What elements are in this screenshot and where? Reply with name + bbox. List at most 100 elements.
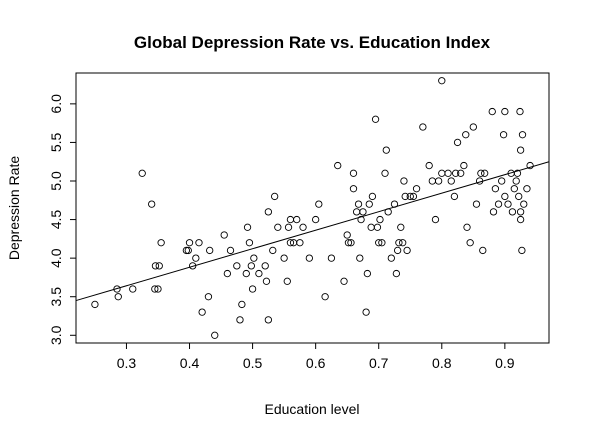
data-point <box>283 277 291 285</box>
data-point <box>460 161 468 170</box>
data-point <box>157 239 165 247</box>
data-point <box>129 285 137 293</box>
data-point <box>499 131 508 139</box>
data-point <box>387 254 395 262</box>
data-point <box>293 215 301 224</box>
data-point <box>155 262 163 270</box>
data-point <box>375 239 383 247</box>
data-point <box>401 192 409 201</box>
data-point <box>255 269 263 278</box>
data-point <box>516 107 524 116</box>
data-point <box>381 169 389 177</box>
data-point <box>488 107 496 116</box>
data-point <box>250 254 258 262</box>
data-point <box>453 138 462 147</box>
data-point <box>247 262 255 270</box>
data-point <box>349 185 358 193</box>
data-point <box>431 215 440 224</box>
data-point <box>327 254 336 262</box>
data-point <box>274 223 282 231</box>
data-point <box>516 146 525 154</box>
data-point <box>195 239 203 247</box>
data-point <box>114 293 122 301</box>
data-point <box>206 246 214 255</box>
data-point <box>299 223 307 231</box>
data-point <box>242 269 250 278</box>
data-point <box>428 177 436 185</box>
data-point <box>392 269 401 278</box>
y-tick-label: 5.5 <box>48 132 64 152</box>
data-point <box>305 254 313 262</box>
data-point <box>154 285 162 293</box>
data-point <box>438 77 446 85</box>
data-point <box>347 239 355 247</box>
y-tick-label: 3.5 <box>48 287 64 307</box>
data-point <box>340 277 348 285</box>
data-point <box>463 223 471 231</box>
data-point <box>280 254 288 262</box>
data-point <box>296 239 304 247</box>
data-point <box>447 177 455 185</box>
data-point <box>382 146 390 154</box>
data-point <box>261 262 269 270</box>
data-point <box>334 161 342 170</box>
data-point <box>520 200 528 208</box>
regression-line <box>75 161 550 302</box>
data-point <box>356 254 364 262</box>
data-point <box>236 316 244 324</box>
data-point <box>151 262 160 270</box>
data-point <box>226 246 235 255</box>
data-point <box>510 185 518 193</box>
data-point <box>264 316 273 324</box>
data-point <box>220 231 228 239</box>
data-point <box>182 246 191 255</box>
y-tick-label: 4.5 <box>48 210 64 230</box>
data-point <box>198 308 206 316</box>
data-point <box>504 200 512 208</box>
data-point <box>403 246 411 255</box>
data-point <box>365 200 373 208</box>
x-tick-label: 0.5 <box>243 355 263 371</box>
x-tick-label: 0.4 <box>180 355 200 371</box>
data-point <box>343 231 351 239</box>
data-point <box>469 123 477 131</box>
data-point <box>516 215 525 224</box>
data-point <box>151 285 159 293</box>
x-tick-label: 0.3 <box>117 355 137 371</box>
data-point <box>438 169 446 177</box>
data-point <box>466 239 474 247</box>
data-point <box>425 161 433 170</box>
data-point <box>204 293 213 301</box>
data-point <box>491 185 500 193</box>
data-point <box>450 192 459 201</box>
data-point <box>494 200 503 208</box>
data-point <box>452 169 460 177</box>
x-tick-label: 0.8 <box>432 355 452 371</box>
x-tick-label: 0.9 <box>495 355 515 371</box>
data-point <box>238 300 246 309</box>
data-point <box>513 169 522 177</box>
data-point <box>378 239 386 247</box>
y-tick-label: 4.0 <box>48 248 64 268</box>
data-point <box>373 223 382 231</box>
data-point <box>518 131 527 139</box>
data-point <box>393 246 402 255</box>
data-point <box>516 208 525 216</box>
data-point <box>526 161 534 170</box>
data-point <box>148 200 156 208</box>
data-point <box>367 223 375 231</box>
y-tick-label: 5.0 <box>48 171 64 191</box>
data-point <box>349 169 358 177</box>
data-point <box>315 200 323 208</box>
x-tick-label: 0.6 <box>306 355 326 371</box>
data-point <box>362 308 370 316</box>
data-point <box>354 200 363 208</box>
data-point <box>243 223 252 231</box>
data-point <box>406 192 414 201</box>
data-point <box>352 208 361 216</box>
data-point <box>284 223 293 231</box>
chart-title: Global Depression Rate vs. Education Ind… <box>134 33 491 52</box>
y-tick-label: 6.0 <box>48 94 64 114</box>
data-point <box>312 215 320 224</box>
